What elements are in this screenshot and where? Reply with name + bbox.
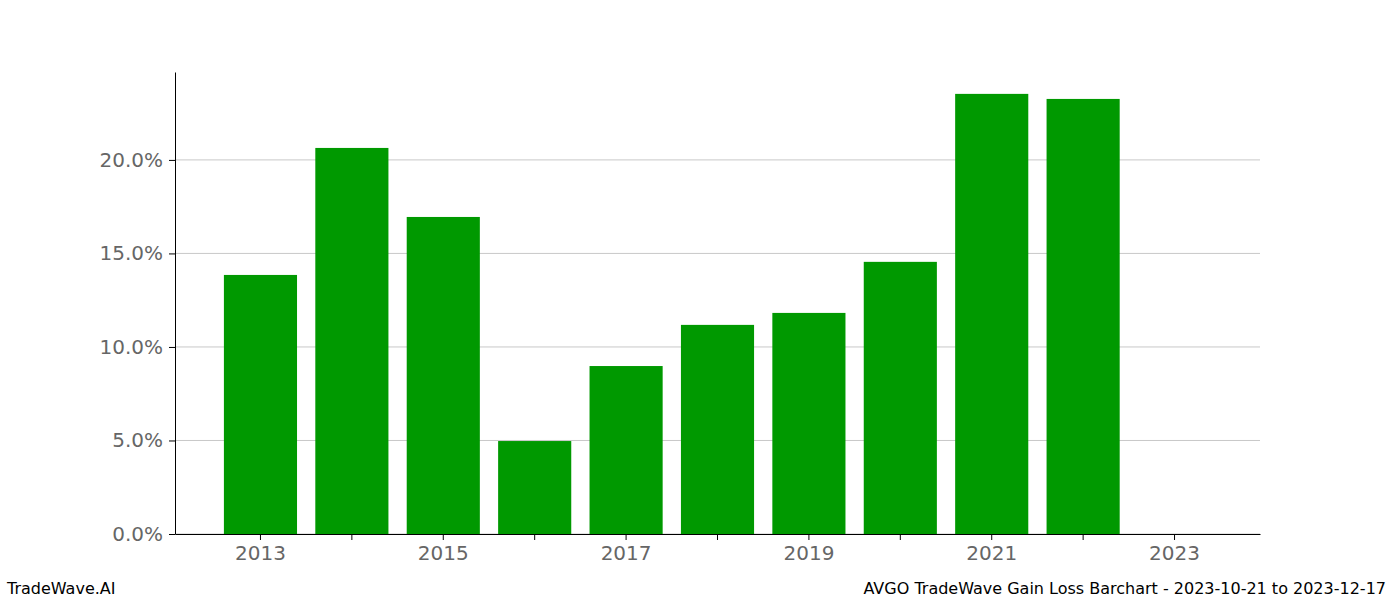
bars <box>224 94 1120 534</box>
x-axis: 2013 2015 2017 2019 2021 2023 <box>176 534 1261 565</box>
x-tick: 2019 <box>783 534 834 565</box>
x-tick-label: 2017 <box>601 541 652 565</box>
x-tick-label: 2015 <box>418 541 469 565</box>
y-tick-label: 15.0% <box>99 241 163 265</box>
x-tick-label: 2013 <box>235 541 286 565</box>
x-tick-mark <box>443 534 444 540</box>
bar <box>315 148 388 534</box>
y-tick-mark <box>169 440 175 441</box>
x-tick-mark <box>991 534 992 540</box>
x-tick-label: 2021 <box>966 541 1017 565</box>
bar <box>955 94 1028 534</box>
x-tick: 2015 <box>418 534 469 565</box>
y-tick-label: 0.0% <box>112 522 163 546</box>
bar <box>407 217 480 534</box>
x-tick <box>351 534 352 540</box>
y-tick-mark <box>169 253 175 254</box>
x-tick-mark <box>808 534 809 540</box>
x-tick: 2021 <box>966 534 1017 565</box>
x-tick: 2023 <box>1149 534 1200 565</box>
x-tick <box>717 534 718 540</box>
bar <box>1047 99 1120 534</box>
y-tick: 10.0% <box>99 335 175 359</box>
y-tick-label: 20.0% <box>99 148 163 172</box>
x-tick-mark <box>534 534 535 540</box>
x-tick: 2013 <box>235 534 286 565</box>
y-tick-label: 10.0% <box>99 335 163 359</box>
y-axis: 0.0% 5.0% 10.0% 15.0% 20.0% <box>99 73 175 546</box>
y-tick-mark <box>169 160 175 161</box>
bar <box>681 325 754 534</box>
y-axis-line <box>175 73 176 535</box>
x-tick-mark <box>626 534 627 540</box>
chart-container: 0.0%5.0%10.0%15.0%20.0%20132015201720192… <box>0 0 1400 600</box>
x-tick <box>900 534 901 540</box>
bar <box>772 313 845 534</box>
x-tick-mark <box>260 534 261 540</box>
x-tick-label: 2023 <box>1149 541 1200 565</box>
x-tick: 2017 <box>601 534 652 565</box>
y-tick: 0.0% <box>112 522 175 546</box>
bar <box>864 262 937 534</box>
y-tick: 15.0% <box>99 241 175 265</box>
bar <box>224 275 297 534</box>
bar <box>590 366 663 534</box>
chart-title: AVGO TradeWave Gain Loss Barchart - 2023… <box>863 579 1386 598</box>
footer-left: TradeWave.AI <box>6 579 115 598</box>
x-tick <box>1083 534 1084 540</box>
x-tick-mark <box>900 534 901 540</box>
x-tick-mark <box>1174 534 1175 540</box>
y-tick-mark <box>169 534 175 535</box>
y-tick-mark <box>169 347 175 348</box>
x-tick-mark <box>351 534 352 540</box>
x-tick-mark <box>717 534 718 540</box>
x-tick <box>534 534 535 540</box>
y-tick-label: 5.0% <box>112 428 163 452</box>
chart-svg: 0.0%5.0%10.0%15.0%20.0%20132015201720192… <box>0 0 1400 600</box>
x-tick-label: 2019 <box>783 541 834 565</box>
bar <box>498 441 571 534</box>
y-tick: 5.0% <box>112 428 175 452</box>
y-tick: 20.0% <box>99 148 175 172</box>
x-tick-mark <box>1083 534 1084 540</box>
